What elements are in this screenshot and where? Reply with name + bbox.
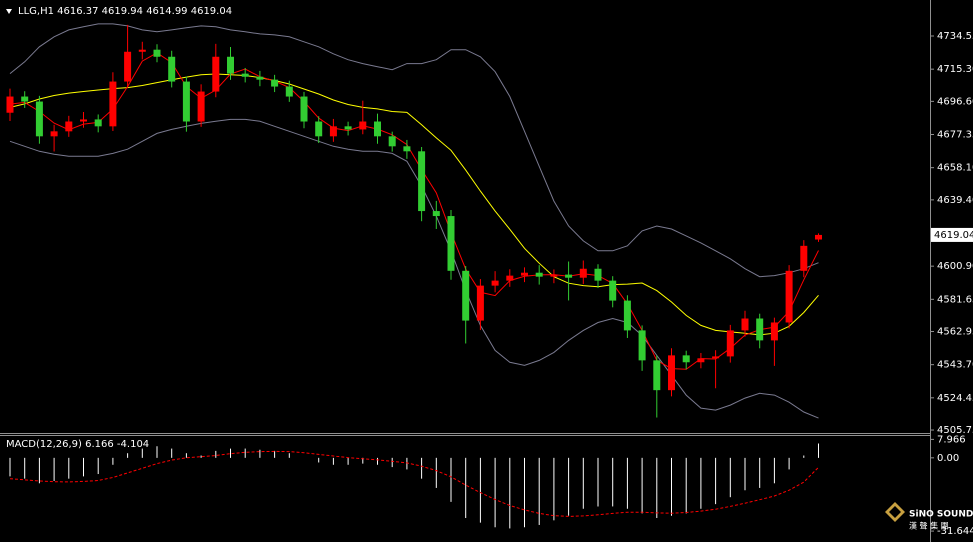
candle-body [300, 96, 308, 122]
candle-body [109, 81, 117, 127]
candle-body [124, 51, 132, 82]
candle-body [138, 49, 146, 52]
candle-body [80, 119, 87, 122]
logo-icon [889, 506, 901, 518]
y-tick-label: 4696.60 [937, 96, 973, 107]
indicator-line [9, 52, 819, 370]
y-tick-label: 4677.35 [937, 130, 973, 141]
candle-body [388, 136, 396, 147]
logo: SiNO SOUND 漢 聲 集 團 [885, 502, 973, 531]
candle-body [506, 275, 514, 281]
price-marker-box [931, 227, 973, 242]
menu-triangle[interactable] [6, 9, 12, 14]
candle-body [374, 121, 381, 137]
y-tick-label: 4543.70 [937, 360, 973, 371]
candle-body [285, 86, 293, 97]
price-marker-label: 4619.04 [934, 230, 973, 241]
candle-body [447, 216, 455, 271]
y-tick-label: 4524.45 [937, 393, 973, 404]
y-tick-label: 4715.30 [937, 64, 973, 75]
candle-body [521, 272, 528, 276]
indicator-line [9, 73, 819, 336]
y-tick-label: 4734.55 [937, 31, 973, 42]
candle-body [21, 96, 29, 102]
macd-title: MACD(12,26,9) 6.166 -4.104 [6, 439, 149, 450]
candle-body [785, 270, 793, 323]
candle-body [65, 121, 73, 132]
candle-body [815, 234, 822, 240]
candle-body [432, 211, 440, 217]
candle-body [329, 126, 337, 137]
y-tick-label: 4658.10 [937, 163, 973, 174]
y-tick-label: 4581.65 [937, 294, 973, 305]
indicator-line [9, 23, 819, 278]
candle-body [594, 268, 602, 281]
candle-body [153, 49, 161, 57]
candle-body [6, 96, 14, 113]
candle-body [565, 274, 573, 278]
candle-body [359, 121, 367, 130]
candle-body [712, 356, 720, 359]
candle-body [535, 272, 543, 277]
y-tick-label: 4639.40 [937, 195, 973, 206]
logo-sub: 漢 聲 集 團 [909, 521, 949, 531]
candle-body [50, 131, 58, 137]
candle-body [168, 56, 176, 82]
candle-body [94, 119, 102, 127]
candle-body [609, 280, 617, 301]
candle-body [623, 300, 631, 331]
candle-body [476, 285, 484, 321]
candle-body [403, 146, 411, 152]
candle-body [491, 280, 499, 286]
candle-body [653, 360, 661, 391]
candle-body [682, 355, 690, 363]
chart-title: LLG,H1 4616.37 4619.94 4614.99 4619.04 [18, 6, 232, 17]
candle-body [800, 245, 808, 271]
candle-body [756, 318, 764, 341]
logo-name: SiNO SOUND [909, 510, 973, 520]
candle-body [697, 358, 705, 363]
signal-line [9, 450, 819, 517]
candle-body [241, 73, 249, 77]
candle-body [315, 121, 323, 137]
candle-body [579, 268, 587, 278]
candle-body [741, 318, 749, 331]
candle-body [550, 274, 558, 277]
y-tick-label: 4505.75 [937, 425, 973, 436]
y-tick-label: -31.644 [937, 526, 973, 537]
candle-body [668, 355, 675, 391]
candle-body [770, 322, 778, 341]
indicator-line [9, 118, 819, 419]
y-tick-label: 7.966 [937, 434, 966, 445]
candle-body [344, 126, 352, 130]
candle-body [212, 56, 220, 92]
candle-body [462, 270, 470, 321]
candle-body [256, 76, 264, 80]
y-tick-label: 4562.95 [937, 327, 973, 338]
candle-body [638, 330, 646, 361]
candle-body [35, 101, 43, 137]
y-tick-label: 0.00 [937, 453, 959, 464]
candle-body [227, 56, 234, 74]
candle-body [271, 79, 279, 87]
candle-body [197, 91, 205, 122]
y-tick-label: 4600.90 [937, 261, 973, 272]
candle-body [418, 151, 426, 212]
candle-body [182, 81, 190, 122]
candle-body [726, 330, 734, 357]
